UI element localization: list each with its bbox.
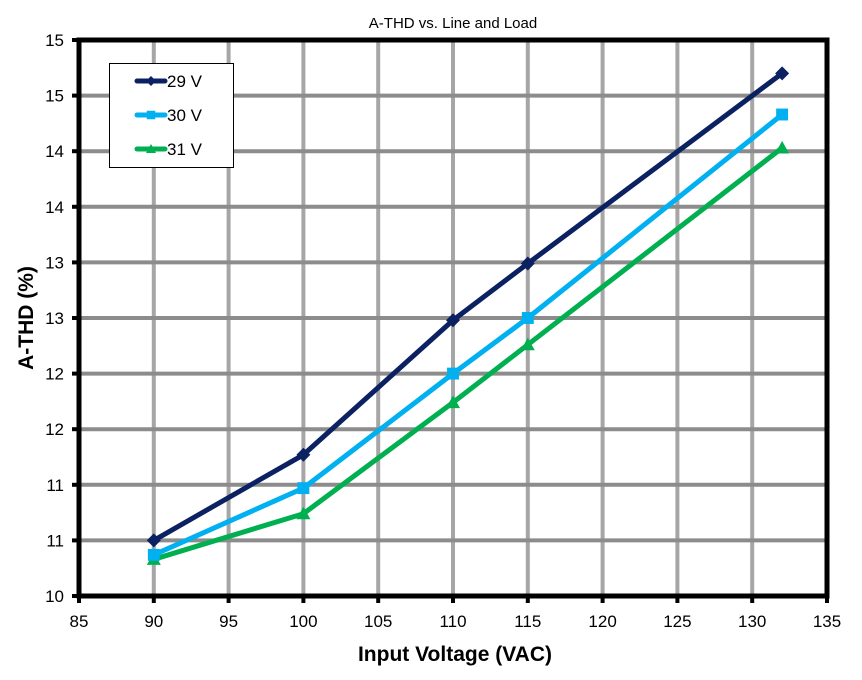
data-point-diamond bbox=[446, 313, 460, 328]
x-tick-label: 120 bbox=[588, 612, 616, 631]
y-tick-label: 11 bbox=[46, 476, 64, 495]
legend-label: 29 V bbox=[167, 72, 203, 91]
data-point-triangle bbox=[520, 337, 535, 351]
x-tick-label: 110 bbox=[439, 612, 466, 631]
series-31v bbox=[146, 140, 790, 565]
legend-swatch-square bbox=[146, 110, 156, 120]
data-point-diamond bbox=[296, 447, 311, 462]
data-point-triangle bbox=[775, 140, 790, 154]
y-tick-label: 15 bbox=[45, 31, 64, 50]
y-tick-label: 15 bbox=[45, 87, 64, 106]
data-point-diamond bbox=[775, 66, 790, 81]
data-point-square bbox=[147, 548, 160, 561]
chart-title: A-THD vs. Line and Load bbox=[369, 15, 537, 32]
legend-label: 31 V bbox=[167, 140, 203, 159]
data-point-triangle bbox=[446, 395, 460, 409]
legend-item: 30 V bbox=[134, 106, 203, 125]
y-tick-label: 14 bbox=[45, 198, 64, 217]
series-line bbox=[152, 71, 784, 543]
x-tick-label: 95 bbox=[219, 612, 238, 631]
y-tick-label: 11 bbox=[46, 531, 64, 550]
y-tick-label: 13 bbox=[45, 253, 64, 272]
y-tick-label: 13 bbox=[45, 309, 64, 328]
y-tick-label: 14 bbox=[45, 142, 64, 161]
y-tick-label: 10 bbox=[45, 587, 64, 606]
x-axis-title: Input Voltage (VAC) bbox=[358, 643, 552, 666]
x-tick-label: 90 bbox=[144, 612, 163, 631]
legend: 29 V 30 V 31 V bbox=[109, 63, 234, 168]
x-tick-label: 85 bbox=[70, 612, 89, 631]
data-point-diamond bbox=[520, 256, 535, 271]
legend-label: 30 V bbox=[167, 106, 203, 125]
series-29v bbox=[146, 66, 790, 548]
series-30v bbox=[147, 108, 789, 561]
y-tick-label: 12 bbox=[45, 420, 64, 439]
series-line bbox=[153, 145, 784, 562]
axes bbox=[72, 37, 830, 603]
x-tick-label: 100 bbox=[289, 612, 317, 631]
y-tick-label: 12 bbox=[45, 365, 64, 384]
data-point-diamond bbox=[146, 533, 161, 548]
legend-swatch-triangle bbox=[146, 144, 156, 153]
x-tick-label: 125 bbox=[663, 612, 691, 631]
legend-item: 31 V bbox=[134, 140, 203, 159]
legend-item: 29 V bbox=[134, 72, 203, 91]
y-axis-title: A-THD (%) bbox=[15, 266, 38, 370]
x-tick-label: 115 bbox=[514, 612, 541, 631]
y-tick-labels: 10 11 11 12 12 13 13 14 14 15 15 bbox=[45, 31, 64, 606]
data-point-square bbox=[776, 108, 789, 121]
x-tick-label: 130 bbox=[738, 612, 766, 631]
legend-box bbox=[109, 63, 234, 168]
data-point-square bbox=[297, 482, 310, 495]
data-point-square bbox=[447, 367, 459, 380]
legend-swatch-diamond bbox=[146, 76, 156, 86]
x-tick-label: 105 bbox=[364, 612, 392, 631]
data-point-triangle bbox=[296, 506, 311, 520]
series-layer bbox=[146, 66, 790, 565]
x-tick-label: 135 bbox=[813, 612, 841, 631]
data-point-square bbox=[521, 312, 534, 324]
x-tick-labels: 85 90 95 100 105 110 115 120 125 130 135 bbox=[70, 612, 842, 631]
